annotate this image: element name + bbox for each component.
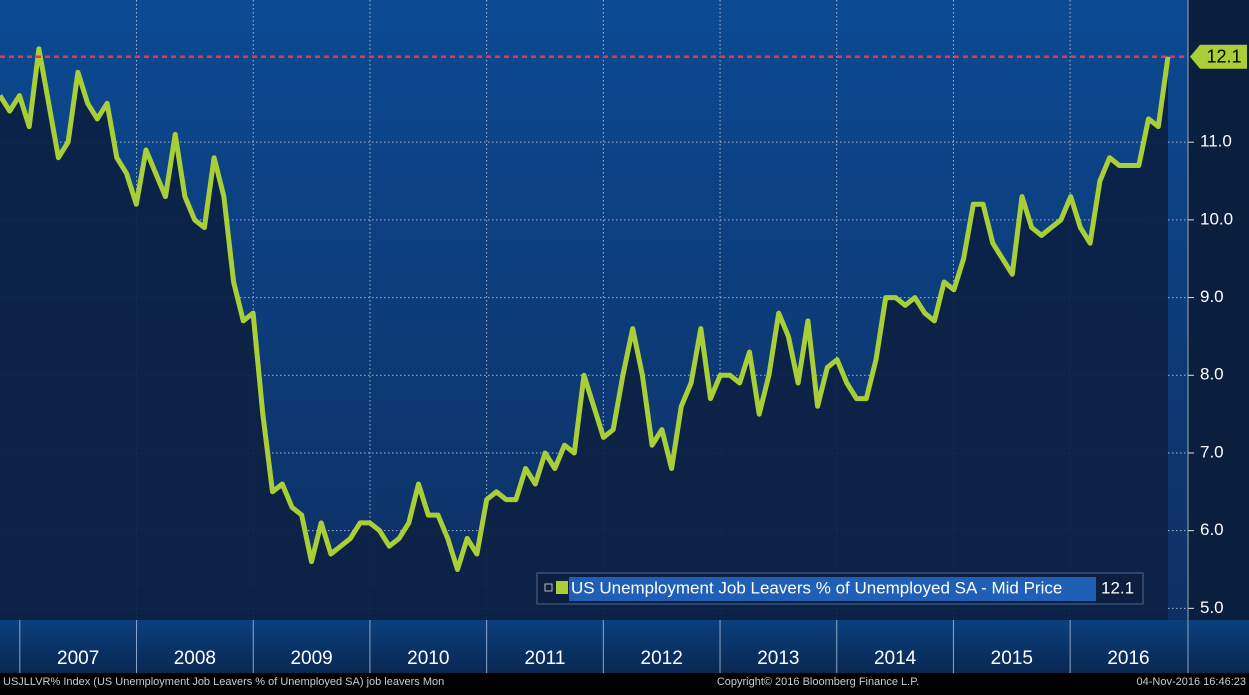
y-tick-label: 5.0: [1200, 598, 1224, 617]
y-tick-label: 9.0: [1200, 287, 1224, 306]
legend-label: US Unemployment Job Leavers % of Unemplo…: [571, 578, 1062, 597]
area-shade: [0, 48, 1168, 620]
x-tick-label: 2012: [641, 648, 683, 669]
y-tick-label: 6.0: [1200, 520, 1224, 539]
footer-right: 04-Nov-2016 16:46:23: [1137, 676, 1246, 688]
x-axis-background: [0, 620, 1249, 673]
last-value-tag: [1190, 44, 1247, 69]
x-tick-label: 2007: [57, 648, 99, 669]
x-tick-label: 2016: [1107, 648, 1149, 669]
x-tick-label: 2010: [407, 648, 449, 669]
y-axis-background: [1188, 0, 1249, 620]
footer-center: Copyright© 2016 Bloomberg Finance L.P.: [717, 676, 919, 688]
legend-value: 12.1: [1101, 578, 1134, 597]
y-tick-label: 8.0: [1200, 365, 1224, 384]
footer-left: USJLLVR% Index (US Unemployment Job Leav…: [3, 676, 444, 688]
last-value-label: 12.1: [1206, 46, 1241, 66]
x-tick-label: 2008: [174, 648, 216, 669]
y-tick-label: 7.0: [1200, 442, 1224, 461]
x-tick-label: 2015: [991, 648, 1033, 669]
x-tick-label: 2011: [525, 648, 566, 669]
legend-highlight: [569, 577, 1096, 601]
footer-background: [0, 673, 1249, 690]
y-tick-label: 11.0: [1200, 132, 1232, 151]
legend-swatch: [556, 581, 568, 594]
legend-icon: [544, 583, 553, 592]
series-line: [0, 46, 1171, 572]
x-tick-label: 2013: [757, 648, 799, 669]
y-tick-label: 10.0: [1200, 209, 1233, 228]
x-tick-label: 2014: [874, 648, 917, 669]
x-tick-label: 2009: [290, 648, 332, 669]
